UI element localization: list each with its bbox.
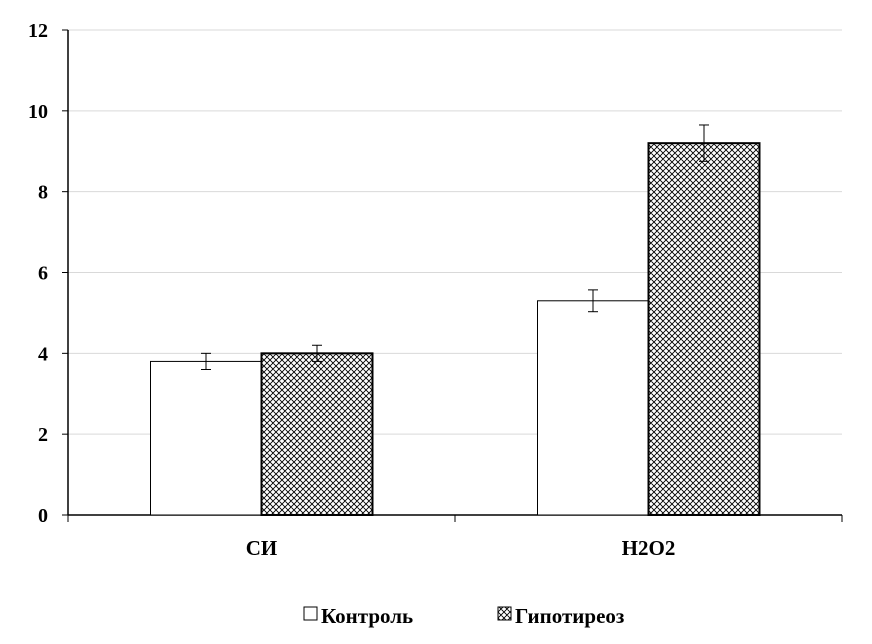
y-tick-label: 12 — [28, 20, 48, 42]
legend-swatch — [497, 606, 512, 621]
labels: 0 2 4 6 8 10 12 СИ H2O2 — [28, 20, 675, 560]
y-tick-label: 4 — [38, 343, 48, 365]
legend: Контроль Гипотиреоз — [303, 604, 624, 628]
y-tick-label: 8 — [38, 182, 48, 204]
category-label: СИ — [246, 536, 278, 560]
bars — [150, 124, 761, 517]
legend-label: Гипотиреоз — [515, 604, 624, 628]
bar-control-0 — [150, 360, 262, 516]
y-tick-label: 0 — [38, 505, 48, 527]
bar-hypothyroid-1 — [647, 142, 761, 517]
category-label: H2O2 — [622, 536, 676, 560]
bar-hypothyroid-0 — [260, 352, 374, 517]
y-tick-label: 6 — [38, 263, 48, 285]
bar-control-1 — [537, 300, 649, 516]
legend-swatch — [303, 606, 318, 621]
y-tick-label: 2 — [38, 424, 48, 446]
y-tick-label: 10 — [28, 101, 48, 123]
legend-label: Контроль — [321, 604, 413, 628]
